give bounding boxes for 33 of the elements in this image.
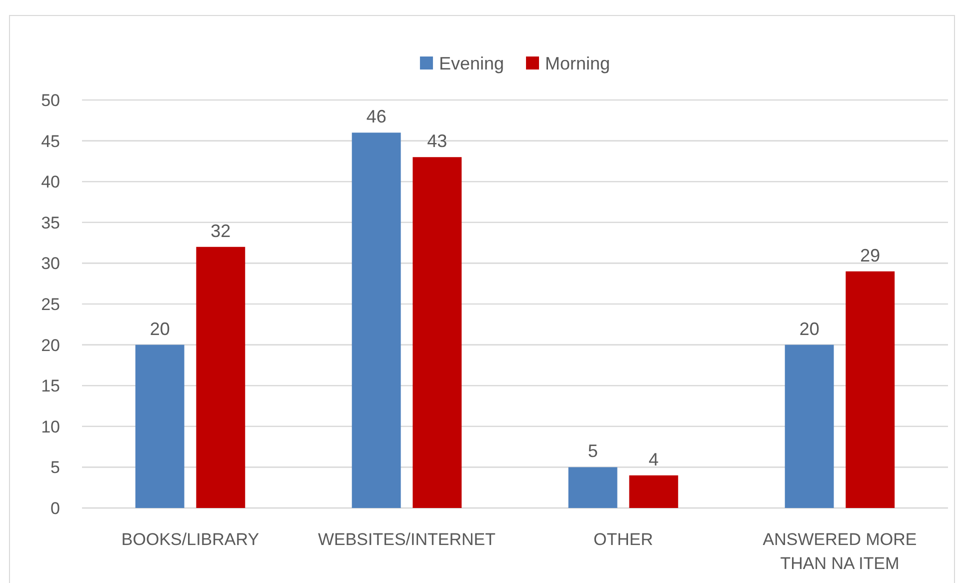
bar: [784, 344, 834, 508]
data-label: 46: [366, 106, 386, 127]
data-label: 32: [210, 220, 231, 241]
x-tick-label: ANSWERED MORE THAN NA ITEM: [762, 530, 917, 573]
bar: [352, 132, 401, 508]
legend-label: Morning: [545, 53, 610, 74]
x-tick-label: OTHER: [594, 530, 653, 549]
y-tick-label: 25: [41, 294, 60, 314]
y-tick-label: 20: [41, 336, 60, 355]
legend-label: Evening: [438, 53, 504, 74]
y-tick-label: 40: [41, 172, 60, 192]
y-tick-label: 35: [41, 213, 60, 232]
y-tick-label: 45: [41, 132, 60, 151]
data-label: 20: [150, 318, 170, 339]
bar: [135, 344, 184, 508]
y-tick-label: 30: [41, 254, 60, 274]
y-tick-label: 15: [41, 376, 60, 396]
y-tick-label: 5: [50, 458, 60, 478]
x-tick-label: BOOKS/LIBRARY: [121, 530, 260, 549]
bar: [196, 246, 246, 508]
y-tick-label: 0: [50, 498, 60, 518]
data-label: 29: [860, 245, 880, 266]
bar: [629, 475, 678, 508]
y-tick-label: 10: [41, 417, 60, 436]
data-label: 5: [588, 441, 598, 462]
bar: [846, 271, 895, 508]
bar: [568, 467, 618, 508]
bar: [412, 157, 462, 508]
data-label: 20: [799, 318, 820, 339]
data-label: 43: [427, 131, 448, 152]
x-tick-label: WEBSITES/INTERNET: [318, 530, 496, 549]
y-tick-label: 50: [41, 90, 60, 110]
data-label: 4: [648, 449, 659, 470]
